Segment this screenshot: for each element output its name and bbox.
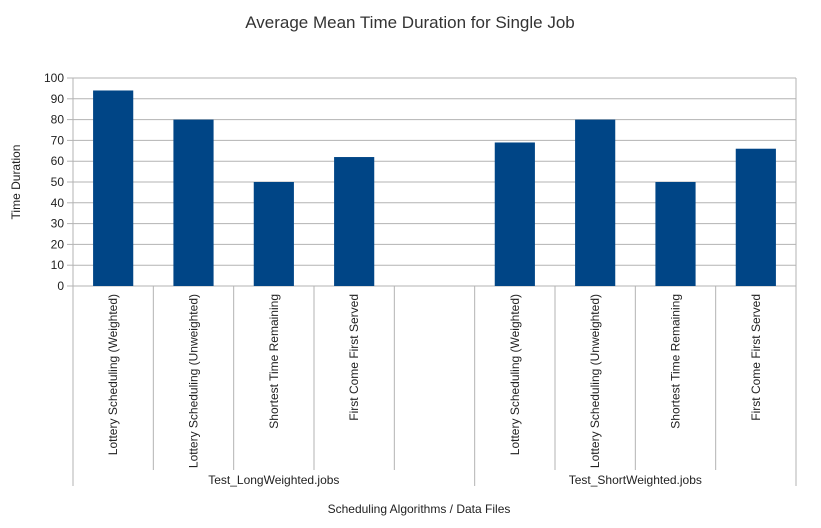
axis-labels: 0 10 20 30 40 50 60 70 80 90 100 Lottery Scheduling… [44,71,763,487]
y-tick-label: 20 [51,237,65,251]
x-category-label: Shortest Time Remaining [669,294,683,429]
x-category-label: Lottery Scheduling (Unweighted) [588,294,602,468]
x-category-label: Lottery Scheduling (Weighted) [106,294,120,455]
bar [494,142,535,286]
bar [173,119,214,286]
x-category-label: Lottery Scheduling (Weighted) [508,294,522,455]
x-category-label: Lottery Scheduling (Unweighted) [187,294,201,468]
x-axis-title: Scheduling Algorithms / Data Files [328,502,511,516]
x-category-label: Shortest Time Remaining [267,294,281,429]
y-tick-label: 90 [51,92,65,106]
x-group-label: Test_LongWeighted.jobs [208,473,339,487]
y-tick-label: 80 [51,113,65,127]
bar [575,119,616,286]
bar [253,182,294,286]
y-tick-label: 60 [51,154,65,168]
y-axis-title: Time Duration [9,145,23,220]
chart-title: Average Mean Time Duration for Single Jo… [245,13,574,32]
bar [655,182,696,286]
x-category-label: First Come First Served [347,294,361,421]
y-tick-label: 0 [57,279,64,293]
y-tick-label: 100 [44,71,64,85]
y-tick-label: 50 [51,175,65,189]
bar [334,157,375,286]
bar [735,148,776,286]
bar [93,90,134,286]
bars [93,90,776,286]
y-tick-label: 40 [51,196,65,210]
y-tick-label: 10 [51,258,65,272]
y-tick-label: 70 [51,133,65,147]
x-category-label: First Come First Served [749,294,763,421]
y-tick-label: 30 [51,217,65,231]
x-group-label: Test_ShortWeighted.jobs [569,473,702,487]
